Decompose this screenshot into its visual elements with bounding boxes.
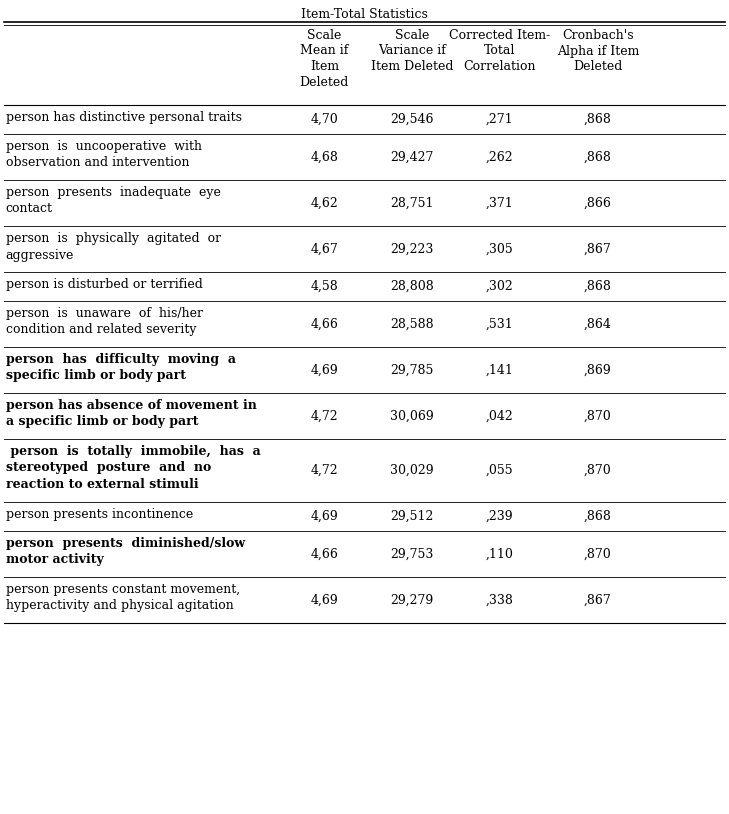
Text: 29,279: 29,279 [390,593,434,606]
Text: person has distinctive personal traits: person has distinctive personal traits [6,111,241,124]
Text: 4,66: 4,66 [311,317,338,330]
Text: ,869: ,869 [584,364,612,377]
Text: ,042: ,042 [486,409,513,422]
Text: ,868: ,868 [584,280,612,293]
Text: Cronbach's
Alpha if Item
Deleted: Cronbach's Alpha if Item Deleted [557,29,639,73]
Text: 30,069: 30,069 [390,409,434,422]
Text: ,868: ,868 [584,510,612,523]
Text: 4,58: 4,58 [311,280,338,293]
Text: 28,751: 28,751 [390,196,434,209]
Text: 29,785: 29,785 [390,364,434,377]
Text: person has absence of movement in
a specific limb or body part: person has absence of movement in a spec… [6,399,257,428]
Text: person is disturbed or terrified: person is disturbed or terrified [6,278,203,291]
Text: 29,512: 29,512 [390,510,434,523]
Text: person  is  uncooperative  with
observation and intervention: person is uncooperative with observation… [6,140,202,169]
Text: Corrected Item-
Total
Correlation: Corrected Item- Total Correlation [449,29,550,73]
Text: person  has  difficulty  moving  a
specific limb or body part: person has difficulty moving a specific … [6,353,235,383]
Text: 30,029: 30,029 [390,464,434,477]
Text: 28,808: 28,808 [390,280,434,293]
Text: ,867: ,867 [584,243,612,256]
Text: ,870: ,870 [584,464,612,477]
Text: person  presents  inadequate  eye
contact: person presents inadequate eye contact [6,186,220,216]
Text: ,870: ,870 [584,409,612,422]
Text: 4,66: 4,66 [311,548,338,561]
Text: 4,68: 4,68 [311,151,338,164]
Text: 29,427: 29,427 [390,151,434,164]
Text: ,870: ,870 [584,548,612,561]
Text: ,305: ,305 [486,243,513,256]
Text: person  is  totally  immobile,  has  a
stereotyped  posture  and  no
reaction to: person is totally immobile, has a stereo… [6,445,260,491]
Text: 4,70: 4,70 [311,113,338,126]
Text: 29,546: 29,546 [390,113,434,126]
Text: 4,67: 4,67 [311,243,338,256]
Text: ,110: ,110 [486,548,513,561]
Text: 29,223: 29,223 [390,243,434,256]
Text: person presents constant movement,
hyperactivity and physical agitation: person presents constant movement, hyper… [6,583,240,612]
Text: ,867: ,867 [584,593,612,606]
Text: Scale
Mean if
Item
Deleted: Scale Mean if Item Deleted [300,29,349,89]
Text: ,338: ,338 [486,593,513,606]
Text: 4,69: 4,69 [311,593,338,606]
Text: 4,69: 4,69 [311,510,338,523]
Text: ,262: ,262 [486,151,513,164]
Text: ,866: ,866 [584,196,612,209]
Text: 4,69: 4,69 [311,364,338,377]
Text: 28,588: 28,588 [390,317,434,330]
Text: ,271: ,271 [486,113,513,126]
Text: ,371: ,371 [486,196,513,209]
Text: person  is  physically  agitated  or
aggressive: person is physically agitated or aggress… [6,232,221,261]
Text: Item-Total Statistics: Item-Total Statistics [301,8,428,21]
Text: Scale
Variance if
Item Deleted: Scale Variance if Item Deleted [370,29,453,73]
Text: 4,72: 4,72 [311,409,338,422]
Text: 4,72: 4,72 [311,464,338,477]
Text: ,531: ,531 [486,317,513,330]
Text: ,302: ,302 [486,280,513,293]
Text: ,239: ,239 [486,510,513,523]
Text: ,055: ,055 [486,464,513,477]
Text: 4,62: 4,62 [311,196,338,209]
Text: person  presents  diminished/slow
motor activity: person presents diminished/slow motor ac… [6,537,245,567]
Text: person presents incontinence: person presents incontinence [6,508,193,521]
Text: person  is  unaware  of  his/her
condition and related severity: person is unaware of his/her condition a… [6,307,203,336]
Text: ,868: ,868 [584,151,612,164]
Text: 29,753: 29,753 [390,548,434,561]
Text: ,868: ,868 [584,113,612,126]
Text: ,864: ,864 [584,317,612,330]
Text: ,141: ,141 [486,364,513,377]
